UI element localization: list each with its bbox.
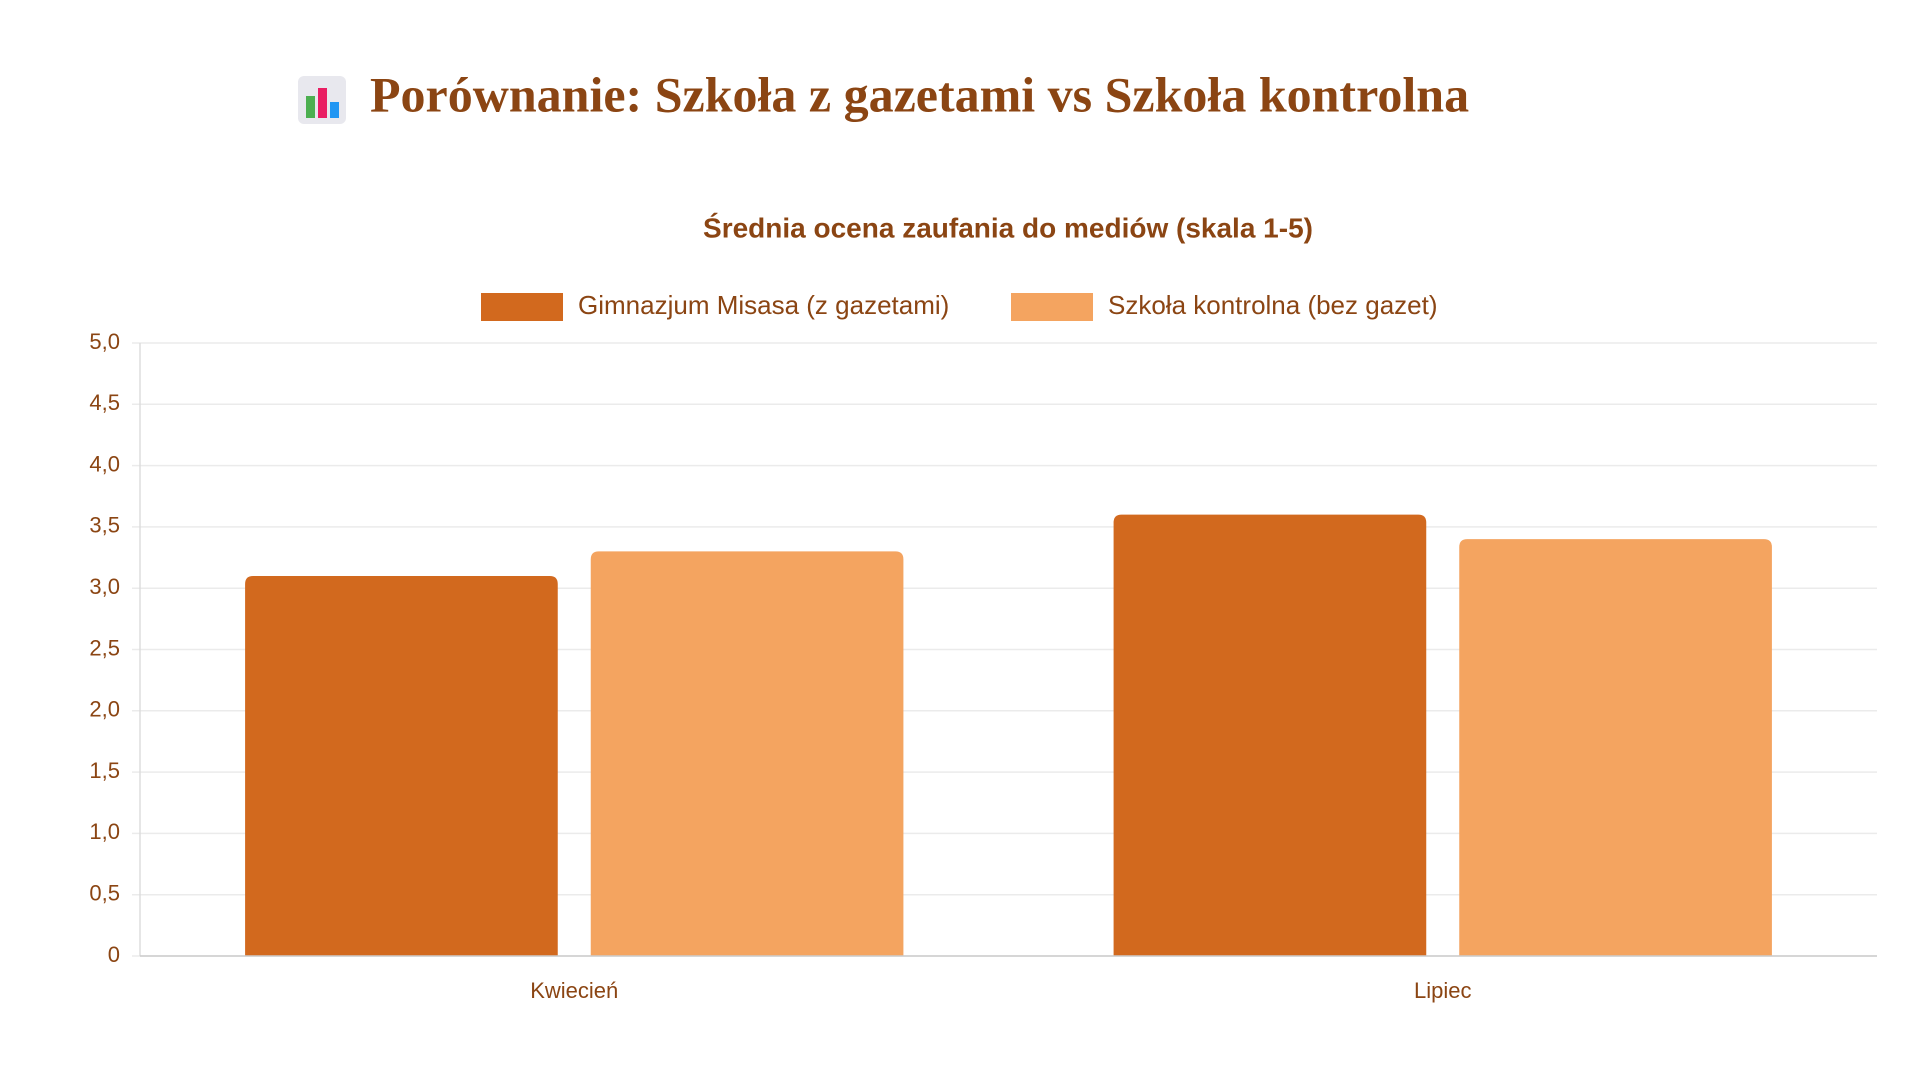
y-tick-label: 2,0: [89, 697, 120, 722]
y-tick-label: 4,0: [89, 451, 120, 476]
legend-label: Szkoła kontrolna (bez gazet): [1108, 290, 1438, 320]
legend-label: Gimnazjum Misasa (z gazetami): [578, 290, 949, 320]
bar: [590, 551, 904, 956]
x-tick-label: Lipiec: [1414, 978, 1471, 1003]
bar: [1113, 514, 1427, 956]
y-tick-label: 3,0: [89, 574, 120, 599]
chart-subtitle: Średnia ocena zaufania do mediów (skala …: [703, 212, 1313, 243]
chart-title: Porównanie: Szkoła z gazetami vs Szkoła …: [370, 66, 1469, 122]
y-tick-label: 3,5: [89, 513, 120, 538]
y-tick-label: 0,5: [89, 881, 120, 906]
bar: [1459, 539, 1772, 956]
legend-swatch: [481, 293, 563, 321]
y-tick-label: 1,5: [89, 758, 120, 783]
y-tick-label: 1,0: [89, 819, 120, 844]
y-tick-label: 4,5: [89, 390, 120, 415]
y-tick-label: 0: [108, 942, 120, 967]
title-icon: [298, 76, 346, 124]
bar: [245, 575, 558, 956]
x-tick-label: Kwiecień: [530, 978, 618, 1003]
legend-swatch: [1011, 293, 1093, 321]
y-tick-label: 2,5: [89, 635, 120, 660]
y-tick-label: 5,0: [89, 329, 120, 354]
